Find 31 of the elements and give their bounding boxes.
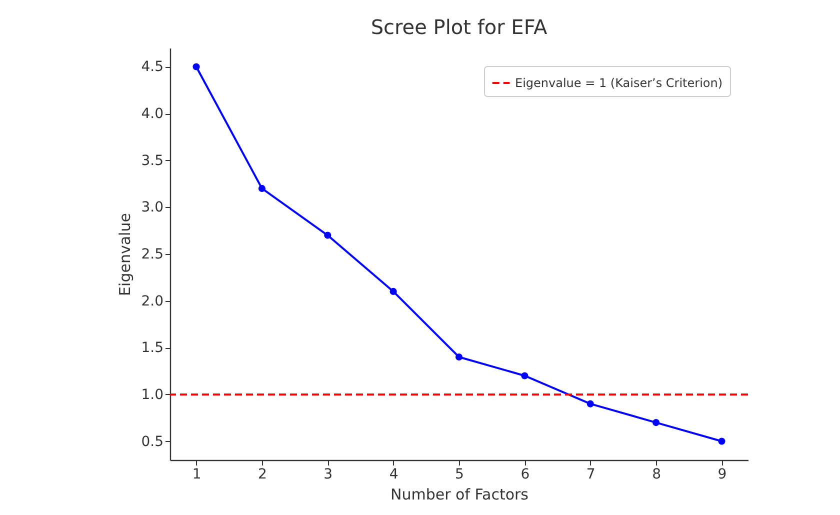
x-tick-label: 4 <box>389 466 398 482</box>
y-tick-label: 3.5 <box>141 152 164 169</box>
y-tick-label: 1.0 <box>141 386 164 403</box>
x-tick-label: 3 <box>324 466 333 482</box>
point <box>192 63 200 70</box>
x-axis-title: Number of Factors <box>390 486 529 504</box>
y-tick-label: 4.0 <box>141 106 164 122</box>
point <box>390 288 397 295</box>
legend-label: Eigenvalue = 1 (Kaiser’s Criterion) <box>515 76 723 90</box>
x-tick-label: 1 <box>192 466 202 482</box>
y-tick-label: 2.0 <box>141 293 164 310</box>
point <box>324 232 332 239</box>
point <box>521 372 528 380</box>
y-tick-label: 0.5 <box>141 434 164 450</box>
x-tick-label: 6 <box>520 466 530 482</box>
point <box>455 353 463 361</box>
x-tick-label: 7 <box>586 466 596 482</box>
x-tick-label: 8 <box>652 466 662 482</box>
point <box>586 400 594 408</box>
y-axis-title: Eigenvalue <box>116 213 134 296</box>
y-tick-label: 1.5 <box>141 340 164 356</box>
y-tick-label: 2.5 <box>141 246 164 262</box>
point <box>718 438 726 445</box>
y-tick-label: 3.0 <box>141 200 164 216</box>
point <box>258 184 266 192</box>
x-tick-label: 2 <box>258 466 267 482</box>
y-tick-label: 4.5 <box>141 59 164 76</box>
point <box>652 419 660 426</box>
chart-title: Scree Plot for EFA <box>370 15 548 39</box>
x-tick-label: 9 <box>718 466 727 482</box>
x-tick-label: 5 <box>455 466 464 482</box>
